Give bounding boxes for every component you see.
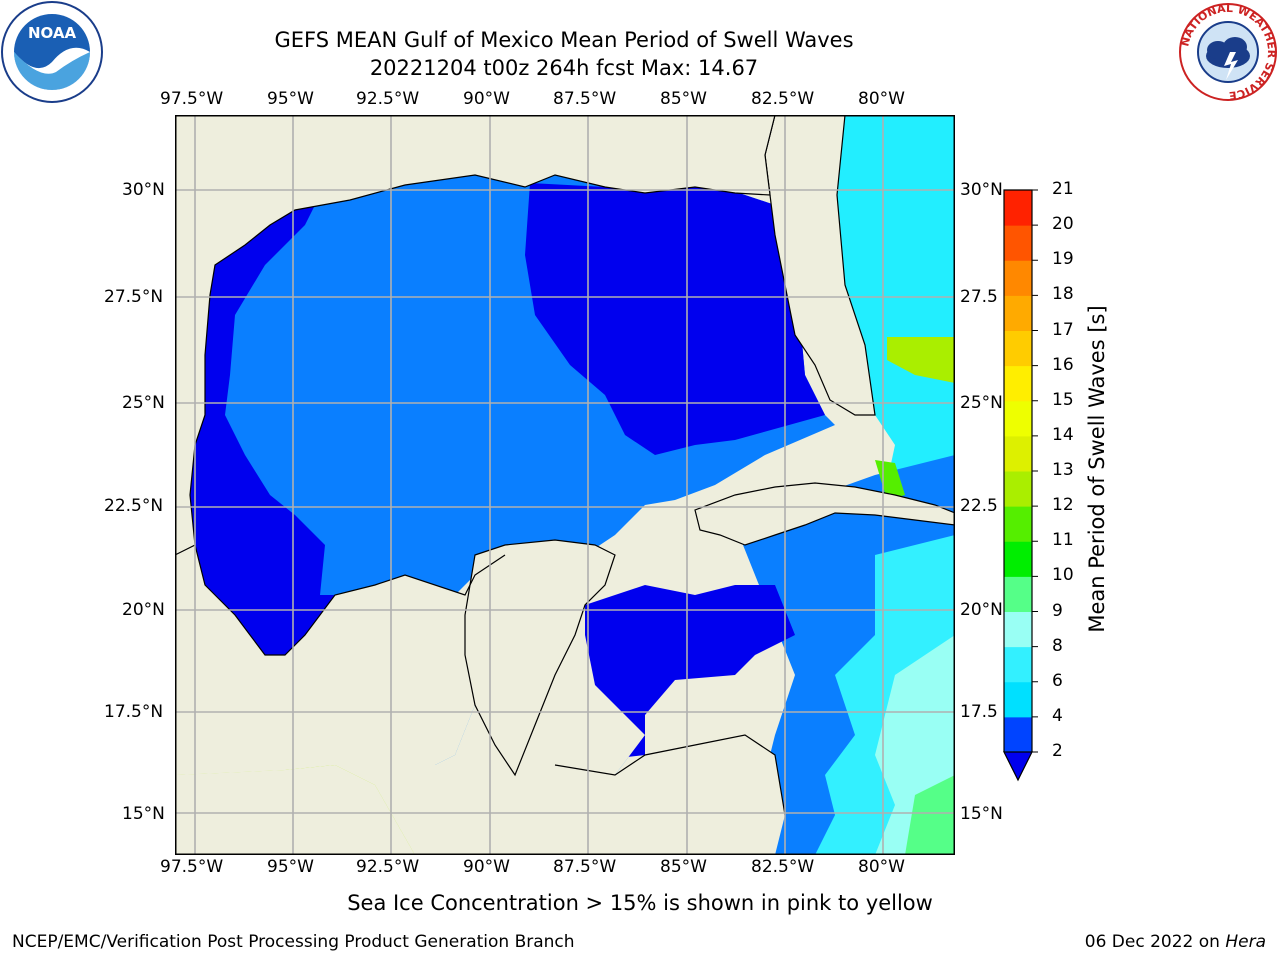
colorbar-segment [1004, 190, 1032, 226]
colorbar-segment [1004, 611, 1032, 648]
colorbar-tick-label: 4 [1052, 705, 1063, 726]
lon-label-top: 95°W [267, 89, 314, 109]
colorbar-tick-label: 12 [1052, 495, 1074, 516]
lon-label-top: 80°W [858, 89, 905, 109]
map-title: GEFS MEAN Gulf of Mexico Mean Period of … [274, 28, 854, 52]
lat-label-right: 22.5 [960, 496, 998, 516]
footer-credit: NCEP/EMC/Verification Post Processing Pr… [12, 932, 575, 952]
colorbar-segment [1004, 330, 1032, 367]
lat-label-left: 17.5°N [104, 702, 164, 722]
lat-label-left: 25°N [122, 393, 165, 413]
colorbar-segment [1004, 471, 1032, 507]
graticule [175, 115, 955, 855]
lon-label-bottom: 80°W [858, 857, 905, 877]
lon-label-bottom: 97.5°W [160, 857, 224, 877]
colorbar-tick-label: 18 [1052, 284, 1074, 305]
colorbar-tick-label: 17 [1052, 319, 1074, 340]
yucatan-land [464, 539, 616, 777]
ice-note-text: Sea Ice Concentration > 15% is shown in … [347, 891, 933, 915]
lon-label-top: 82.5°W [751, 89, 815, 109]
lon-label-bottom: 87.5°W [553, 857, 617, 877]
colorbar-segment [1004, 260, 1032, 296]
gulf-deep-east [525, 183, 825, 455]
atlantic-green-patch [887, 337, 955, 383]
lon-label-top: 85°W [660, 89, 707, 109]
lat-label-left: 15°N [122, 804, 165, 824]
lon-label-top: 97.5°W [160, 89, 224, 109]
footer-host: Hera [1225, 932, 1266, 952]
lat-label-left: 27.5°N [104, 287, 164, 307]
colorbar-segment [1004, 435, 1032, 472]
colorbar-tick-label: 2 [1052, 741, 1063, 761]
footer-date-text: 06 Dec 2022 on [1084, 932, 1226, 952]
colorbar-segment [1004, 716, 1032, 753]
colorbar-label-text: Mean Period of Swell Waves [s] [1085, 305, 1109, 633]
colorbar-tick-label: 20 [1052, 214, 1074, 235]
lon-label-bottom: 85°W [660, 857, 707, 877]
nws-logo: NATIONAL WEATHER SERVICE [1178, 2, 1278, 102]
lon-label-top: 90°W [463, 89, 510, 109]
colorbar-ticks [1032, 189, 1038, 753]
lat-label-right: 27.5 [960, 287, 998, 307]
colorbar-segments [1004, 190, 1032, 753]
footer-date: 06 Dec 2022 on Hera [1085, 932, 1266, 952]
colorbar-segment [1004, 225, 1032, 261]
colorbar-tick-label: 8 [1052, 635, 1063, 656]
map-subtitle: 20221204 t00z 264h fcst Max: 14.67 [369, 56, 759, 80]
caribbean-green-patch [905, 775, 955, 855]
map-panel [175, 115, 955, 855]
colorbar-segment [1004, 576, 1032, 612]
lon-label-top: 87.5°W [553, 89, 617, 109]
colorbar-extend-arrow [1003, 751, 1033, 782]
colorbar-tick-label: 9 [1052, 600, 1063, 621]
lon-label-bottom: 82.5°W [751, 857, 815, 877]
lon-label-bottom: 90°W [463, 857, 510, 877]
colorbar-segment [1004, 646, 1032, 683]
colorbar-tick-label: 11 [1052, 530, 1074, 551]
lon-label-bottom: 95°W [267, 857, 314, 877]
colorbar-segment [1004, 400, 1032, 437]
lat-label-right: 30°N [960, 180, 1003, 200]
colorbar-tick-label: 14 [1052, 424, 1074, 445]
lat-label-right: 20°N [960, 600, 1003, 620]
lon-label-top: 92.5°W [356, 89, 420, 109]
colorbar-tick-label: 21 [1052, 179, 1074, 199]
colorbar-tick-label: 15 [1052, 389, 1074, 410]
central-america-land [175, 735, 785, 855]
colorbar-tick-label: 6 [1052, 670, 1063, 691]
lat-label-left: 30°N [122, 180, 165, 200]
lat-label-right: 25°N [960, 393, 1003, 413]
colorbar-segment [1004, 681, 1032, 718]
colorbar-frame [1003, 189, 1033, 752]
ice-note: Sea Ice Concentration > 15% is shown in … [0, 891, 1280, 915]
colorbar-tick-label: 19 [1052, 249, 1074, 270]
lat-label-right: 15°N [960, 804, 1003, 824]
colorbar-tick-label: 13 [1052, 460, 1074, 480]
colorbar [1003, 189, 1038, 782]
colorbar-segment [1004, 506, 1032, 542]
colorbar-tick-label: 10 [1052, 565, 1074, 586]
map-frame [175, 115, 955, 855]
colorbar-tick-label: 16 [1052, 354, 1074, 375]
lat-label-left: 20°N [122, 600, 165, 620]
cuba-land [694, 482, 955, 546]
colorbar-segment [1004, 295, 1032, 331]
gulf-deep-west [190, 205, 335, 655]
colorbar-segment [1004, 541, 1032, 577]
lat-label-left: 22.5°N [104, 496, 164, 516]
lon-label-bottom: 92.5°W [356, 857, 420, 877]
lat-label-right: 17.5 [960, 702, 998, 722]
noaa-logo-text: NOAA [28, 24, 77, 42]
colorbar-segment [1004, 365, 1032, 402]
noaa-logo: NOAA [1, 1, 103, 103]
central-america-coastline [554, 734, 786, 816]
